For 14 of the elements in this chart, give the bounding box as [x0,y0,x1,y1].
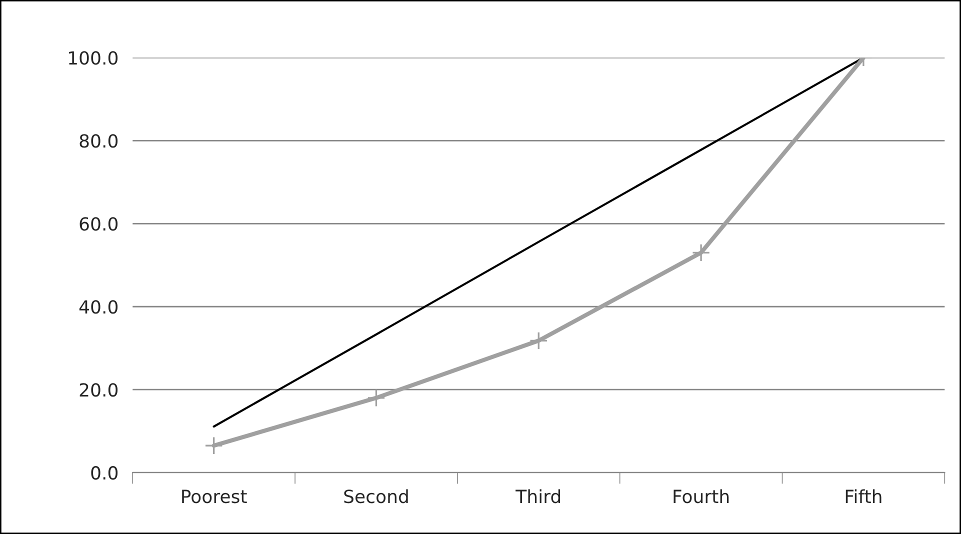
x-tick-label: Second [344,489,408,504]
y-tick-label: 60.0 [80,217,118,231]
y-tick-label: 40.0 [79,300,118,314]
y-tick-label: 100.0 [69,51,118,65]
x-tick-label: Poorest [182,490,247,504]
y-tick-label: 20.0 [80,383,118,397]
point [367,388,386,408]
point [204,436,223,455]
x-tick-label: Fourth [674,489,729,504]
x-tick-label: Fifth [846,489,882,503]
y-tick-label: 0.0 [91,466,118,480]
y-tick-label: 80.0 [80,134,118,148]
x-tick-label: Third [516,489,560,504]
point [529,331,548,350]
